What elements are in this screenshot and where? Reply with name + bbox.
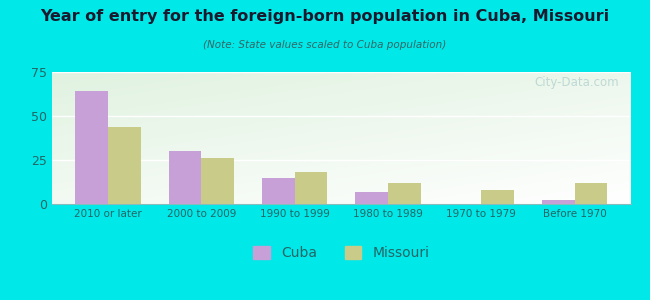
Bar bbox=[262, 178, 294, 204]
Bar bbox=[575, 183, 607, 204]
Bar bbox=[481, 190, 514, 204]
Bar bbox=[356, 192, 388, 204]
Text: City-Data.com: City-Data.com bbox=[534, 76, 619, 89]
Bar bbox=[168, 151, 202, 204]
Legend: Cuba, Missouri: Cuba, Missouri bbox=[248, 241, 435, 266]
Bar bbox=[388, 183, 421, 204]
Bar bbox=[202, 158, 234, 204]
Bar bbox=[542, 200, 575, 204]
Bar bbox=[108, 127, 140, 204]
Bar bbox=[294, 172, 327, 204]
Text: (Note: State values scaled to Cuba population): (Note: State values scaled to Cuba popul… bbox=[203, 40, 447, 50]
Text: Year of entry for the foreign-born population in Cuba, Missouri: Year of entry for the foreign-born popul… bbox=[40, 9, 610, 24]
Bar bbox=[75, 92, 108, 204]
